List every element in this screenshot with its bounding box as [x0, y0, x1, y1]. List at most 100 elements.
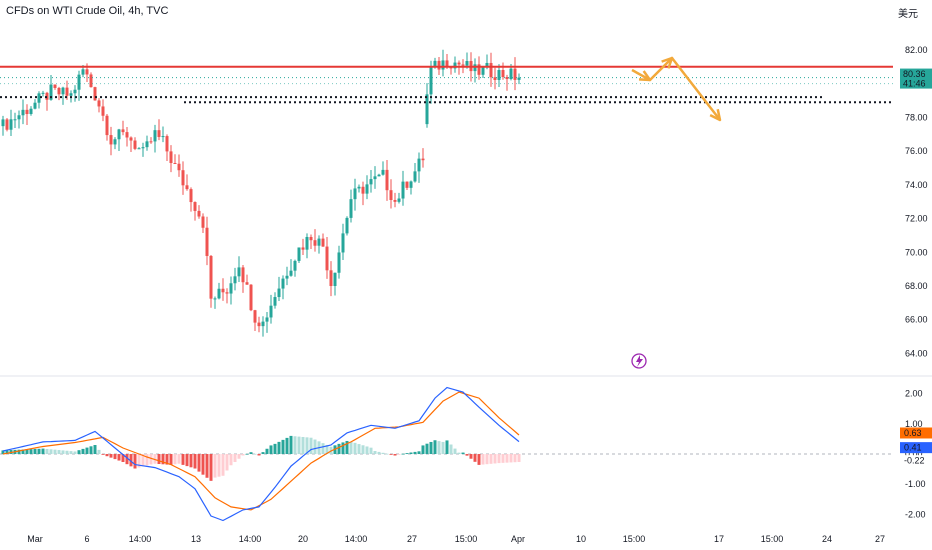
candle-body — [213, 298, 217, 300]
candle-body — [257, 322, 261, 327]
candle-body — [489, 62, 493, 78]
candle-body — [453, 62, 457, 69]
macd-histogram-bar — [221, 454, 225, 476]
candle-body — [25, 109, 29, 115]
macd-histogram-bar — [377, 451, 381, 455]
candle-body — [393, 199, 397, 202]
candle-body — [73, 89, 77, 94]
candle-body — [493, 77, 497, 80]
macd-histogram-bar — [453, 448, 457, 455]
macd-histogram-bar — [509, 454, 513, 463]
candle-body — [305, 236, 309, 250]
time-tick-label: 20 — [298, 534, 308, 544]
macd-histogram-bar — [105, 454, 109, 457]
macd-histogram-bar — [17, 449, 21, 455]
macd-histogram-bar — [161, 454, 165, 465]
signal-tag: 0.63 — [904, 428, 922, 438]
macd-histogram-bar — [153, 454, 157, 464]
candle-body — [385, 169, 389, 191]
macd-histogram-bar — [385, 453, 389, 455]
macd-histogram-bar — [325, 444, 329, 455]
macd-histogram-bar — [337, 443, 341, 455]
candle-body — [425, 94, 429, 125]
candle-body — [57, 87, 61, 95]
macd-histogram-bar — [253, 453, 257, 455]
macd-histogram-bar — [417, 451, 421, 455]
candle-body — [217, 288, 221, 299]
macd-histogram-bar — [421, 445, 425, 455]
candle-body — [353, 188, 357, 200]
candle-body — [33, 102, 37, 109]
macd-histogram-bar — [393, 454, 397, 456]
candle-body — [173, 163, 177, 165]
candle-body — [277, 288, 281, 298]
price-tick-label: 76.00 — [905, 146, 928, 156]
time-tick-label: 24 — [822, 534, 832, 544]
candle-body — [237, 267, 241, 277]
candle-body — [433, 60, 437, 67]
flash-icon[interactable] — [631, 353, 647, 369]
macd-histogram-bar — [345, 440, 349, 455]
macd-histogram-bar — [261, 452, 265, 455]
macd-histogram-bar — [313, 439, 317, 455]
candle-body — [77, 74, 81, 90]
signal-tag-bg — [900, 427, 932, 439]
candle-body — [281, 278, 285, 289]
candle-body — [149, 141, 153, 143]
macd-histogram-bar — [493, 454, 497, 464]
macd-histogram-bar — [401, 453, 405, 455]
macd-tick-label: 1.00 — [905, 419, 923, 429]
macd-tag: 0.41 — [904, 443, 922, 453]
macd-histogram-bar — [301, 436, 305, 455]
macd-histogram-bar — [241, 454, 245, 456]
macd-histogram-bar — [149, 454, 153, 465]
macd-histogram-bar — [133, 454, 137, 469]
macd-histogram-bar — [489, 454, 493, 464]
candle-body — [9, 119, 13, 130]
macd-histogram-bar — [249, 452, 253, 455]
candle-body — [517, 77, 521, 80]
candle-body — [381, 169, 385, 175]
candle-body — [93, 87, 97, 101]
candle-body — [309, 236, 313, 241]
candle-body — [357, 186, 361, 189]
candle-body — [377, 174, 381, 177]
candle-body — [329, 270, 333, 287]
macd-histogram-bar — [33, 448, 37, 455]
price-levels — [0, 65, 893, 104]
macd-histogram-bar — [373, 451, 377, 455]
candle-body — [253, 310, 257, 323]
macd-histogram-bar — [157, 454, 161, 464]
candle-body — [401, 181, 405, 199]
price-tick-label: 64.00 — [905, 348, 928, 358]
macd-histogram-bar — [297, 436, 301, 455]
candle-body — [145, 141, 149, 148]
macd-histogram-bar — [181, 454, 185, 465]
macd-histogram-bar — [405, 453, 409, 455]
macd-histogram-bar — [229, 454, 233, 466]
macd-histogram-bar — [37, 448, 41, 455]
candle-body — [321, 238, 325, 247]
candle-body — [361, 186, 365, 194]
candle-body — [193, 202, 197, 211]
candle-body — [17, 115, 21, 120]
macd-histogram-bar — [353, 442, 357, 455]
macd-histogram-bar — [61, 450, 65, 455]
candle-body — [49, 84, 53, 100]
candle-body — [197, 210, 201, 217]
macd-histogram-bar — [457, 452, 461, 455]
candle-body — [41, 92, 45, 94]
hist-tag-bg — [900, 455, 932, 467]
macd-histogram-bar — [369, 447, 373, 455]
macd-histogram-bar — [233, 454, 237, 462]
macd-histogram-bar — [465, 454, 469, 456]
time-tick-label: Apr — [511, 534, 525, 544]
macd-histogram-bar — [433, 440, 437, 455]
candle-body — [245, 282, 249, 285]
price-tag-value: 80.36 — [903, 69, 926, 79]
macd-histogram-bar — [441, 441, 445, 455]
price-tag-countdown: 41:46 — [903, 79, 926, 89]
macd-line — [2, 386, 520, 522]
